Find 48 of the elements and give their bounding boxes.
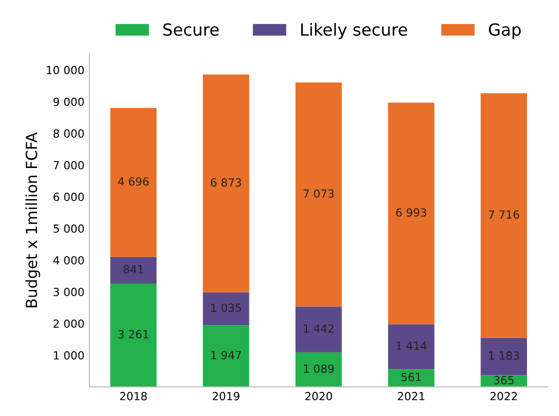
bar [202, 325, 250, 387]
y-tick-label: 2 000 [54, 319, 84, 328]
data-label: 6 993 [396, 208, 426, 217]
data-label: 841 [124, 265, 144, 274]
bar [480, 93, 527, 338]
y-tick-label: 5 000 [54, 224, 84, 233]
x-tick-label: 2019 [212, 392, 240, 400]
bar [388, 102, 434, 324]
y-tick-label: 7 000 [54, 160, 84, 170]
data-label: 1 442 [304, 324, 334, 333]
y-tick-label: 9 000 [53, 98, 84, 106]
bar [110, 284, 157, 387]
data-label: 1 183 [489, 351, 519, 360]
y-tick-label: 3 000 [54, 288, 84, 296]
bar [110, 108, 157, 257]
x-tick-label: 2018 [120, 392, 147, 400]
x-tick-label: 2020 [305, 392, 332, 400]
y-tick-label: 6 000 [54, 192, 84, 202]
bar [388, 369, 434, 387]
data-label: 365 [494, 376, 514, 384]
bar [480, 338, 527, 376]
data-label: 1 035 [211, 304, 241, 312]
bar [110, 256, 157, 284]
y-axis-title: Budget x 1million FCFA [25, 132, 40, 308]
legend-label: Secure [163, 23, 219, 36]
legend-label: Gap [488, 23, 521, 40]
bar [202, 292, 250, 326]
data-label: 6 873 [210, 178, 242, 187]
data-label: 1 414 [396, 342, 427, 350]
bar [388, 324, 434, 370]
y-tick-label: 8 000 [54, 129, 84, 138]
y-tick-label: 4 000 [53, 256, 84, 264]
bar [295, 352, 342, 387]
x-tick-label: 2022 [490, 392, 517, 400]
bar [295, 306, 342, 352]
data-label: 3 261 [118, 330, 148, 338]
data-label: 561 [401, 372, 421, 382]
data-label: 1 947 [211, 350, 241, 360]
data-label: 7 716 [488, 210, 520, 219]
x-tick-label: 2021 [398, 392, 424, 400]
data-label: 4 696 [118, 177, 149, 186]
data-label: 7 073 [304, 189, 334, 198]
y-tick-label: 1 000 [54, 351, 84, 360]
bar [295, 82, 342, 307]
data-label: 1 089 [304, 364, 334, 373]
y-tick-label: 10 000 [46, 66, 84, 74]
bar [202, 74, 250, 292]
legend-label: Likely secure [301, 22, 408, 40]
